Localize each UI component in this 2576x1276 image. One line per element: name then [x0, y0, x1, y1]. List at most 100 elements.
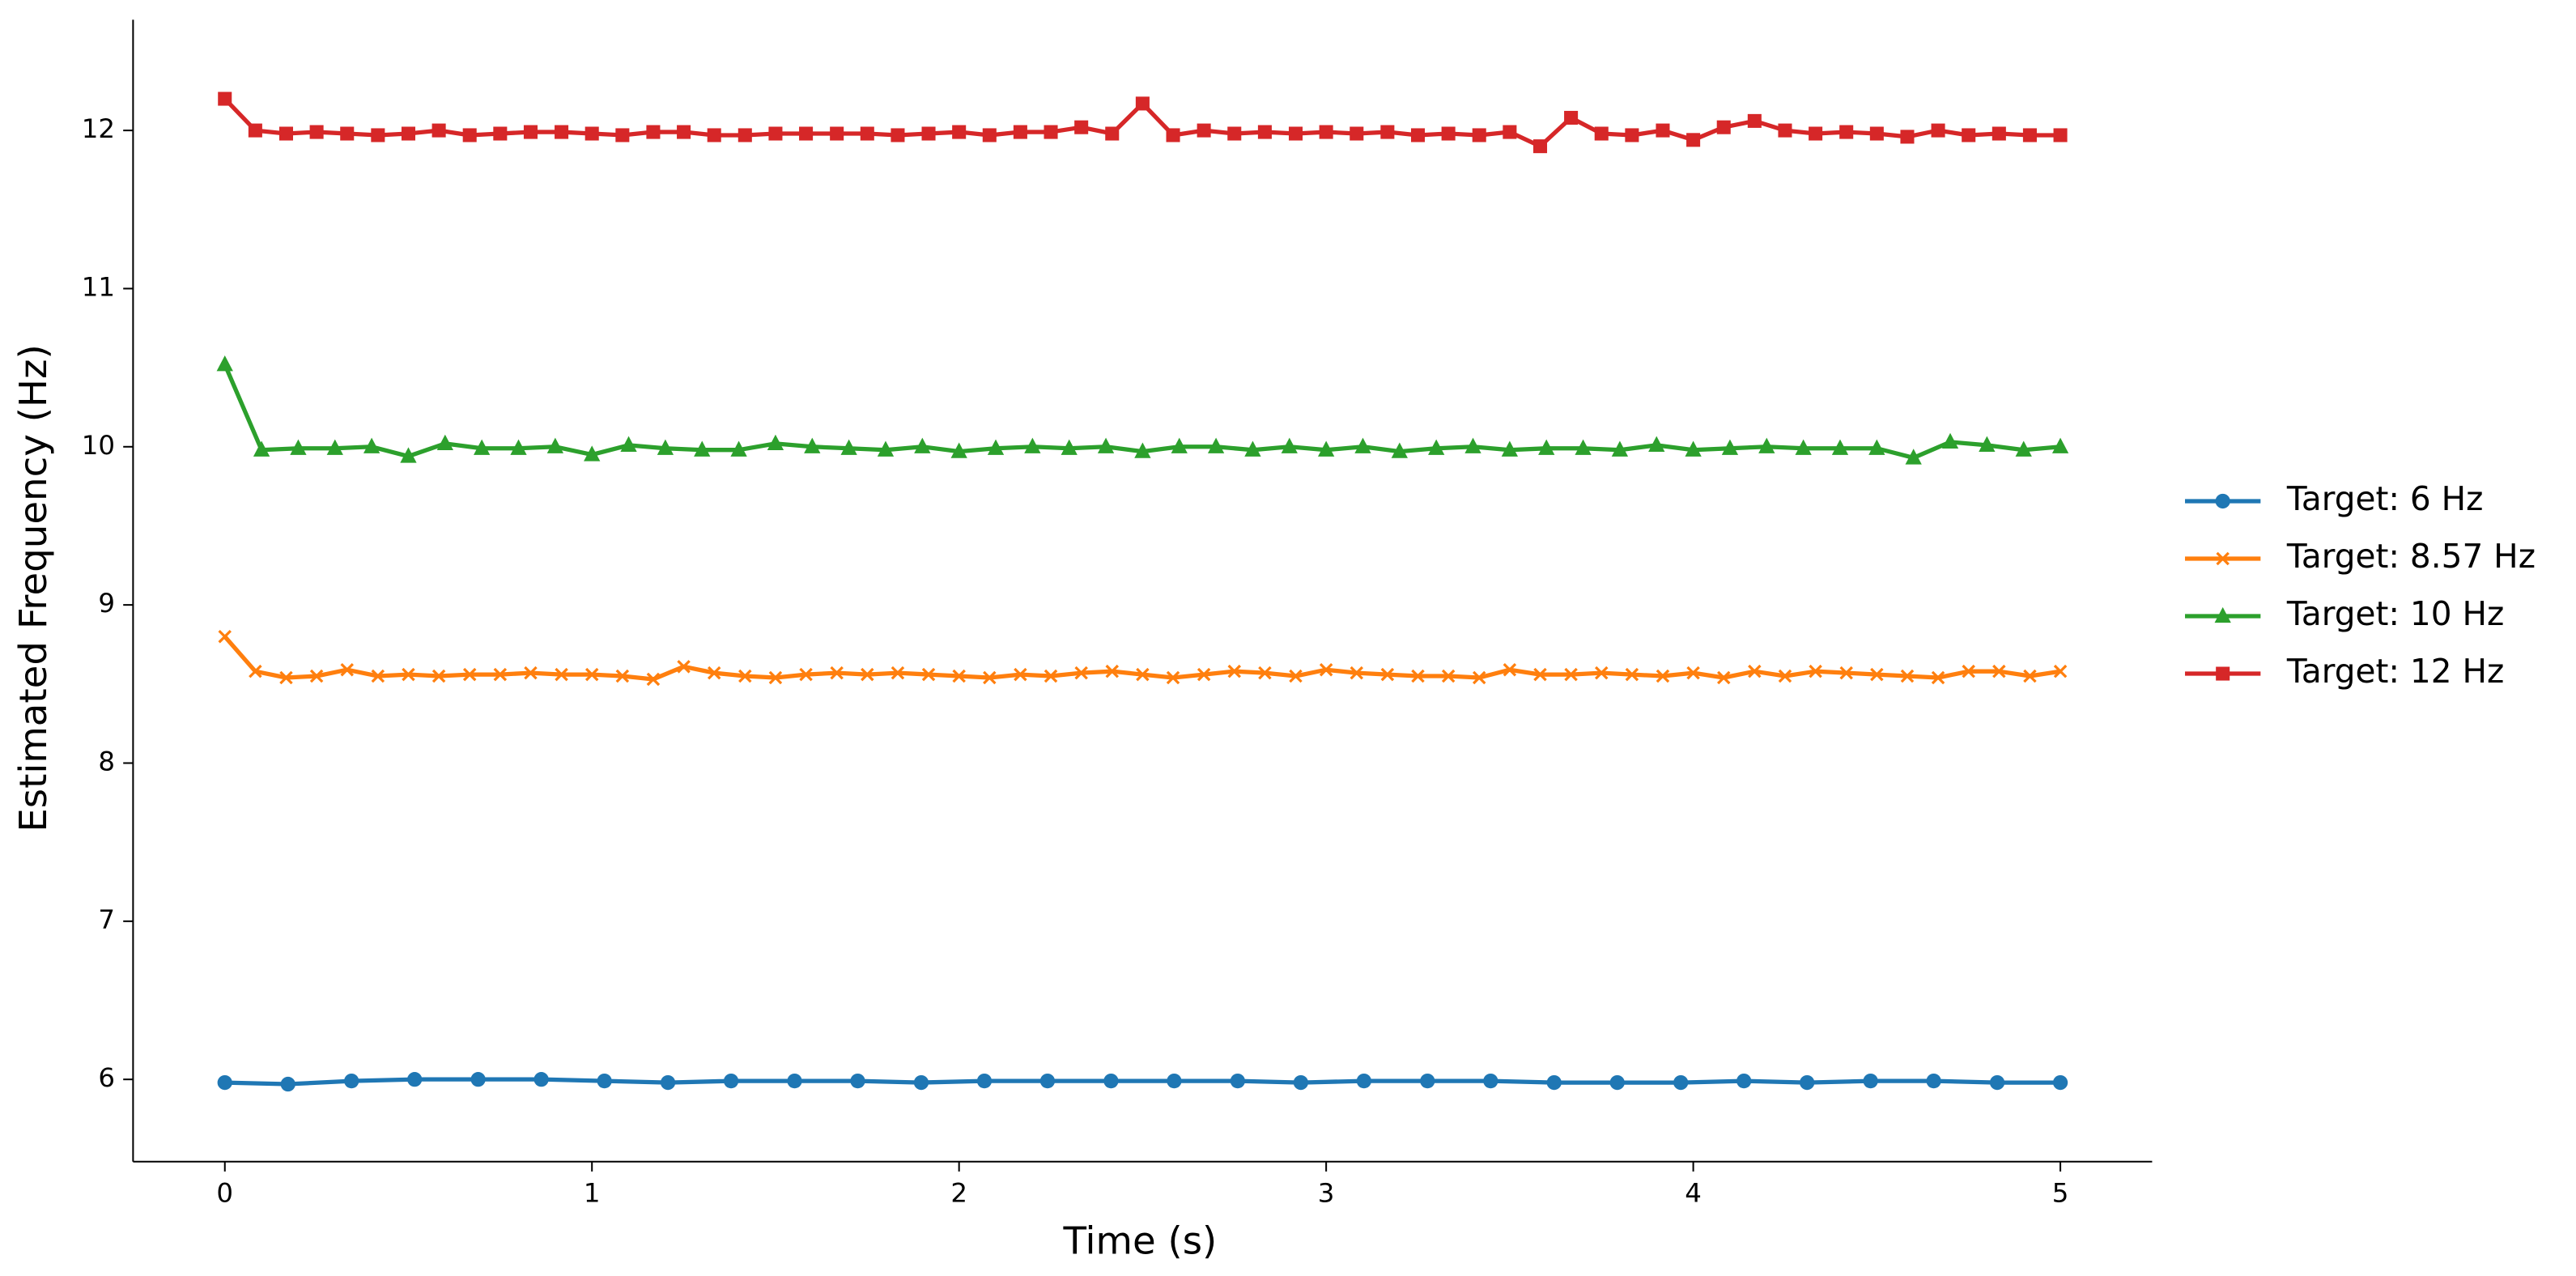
data-point: [1609, 1074, 1625, 1091]
x-tick-label: 0: [216, 1177, 233, 1208]
data-point: [1778, 669, 1792, 683]
data-point: [1171, 437, 1188, 453]
data-point: [1167, 1073, 1182, 1089]
data-point: [891, 128, 905, 142]
data-point: [2015, 440, 2032, 457]
data-point: [1420, 1073, 1435, 1089]
data-point: [309, 125, 324, 139]
x-tick-label: 1: [584, 1177, 601, 1208]
data-point: [620, 436, 637, 452]
data-point: [1905, 449, 1922, 465]
data-point: [1074, 120, 1089, 134]
y-tick-label: 12: [82, 113, 115, 144]
data-point: [597, 1073, 612, 1089]
data-point: [787, 1073, 802, 1089]
data-point: [1135, 96, 1150, 111]
data-point: [436, 434, 453, 451]
data-point: [1501, 440, 1519, 457]
legend-marker: [2215, 493, 2230, 509]
y-tick-label: 10: [82, 430, 115, 461]
data-point: [1839, 125, 1854, 139]
x-tick-label: 4: [1685, 1177, 1702, 1208]
data-point: [723, 1073, 739, 1089]
data-point: [914, 437, 931, 453]
data-point: [253, 440, 270, 457]
data-point: [1575, 439, 1592, 455]
legend-marker: [2214, 606, 2231, 623]
data-point: [1293, 1074, 1308, 1091]
data-point: [470, 1072, 486, 1087]
data-point: [1472, 670, 1486, 685]
data-point: [407, 1072, 423, 1087]
data-point: [950, 442, 967, 458]
data-point: [524, 666, 538, 680]
data-point: [738, 669, 752, 683]
legend-marker: [2216, 551, 2230, 566]
data-point: [1428, 439, 1445, 455]
data-point: [1778, 123, 1792, 138]
y-tick-label: 7: [98, 904, 115, 935]
data-point: [799, 667, 813, 682]
data-point: [401, 126, 415, 141]
data-point: [987, 439, 1005, 455]
data-point: [1354, 437, 1371, 453]
legend-label: Target: 12 Hz: [2286, 652, 2504, 691]
data-point: [913, 1074, 929, 1091]
data-point: [1721, 439, 1739, 455]
data-point: [1716, 670, 1731, 685]
x-tick-label: 5: [2052, 1177, 2069, 1208]
data-point: [1736, 1073, 1752, 1089]
data-point: [1673, 1074, 1689, 1091]
data-point: [218, 91, 232, 106]
data-point: [1839, 666, 1853, 680]
data-point: [533, 1072, 549, 1087]
data-point: [1258, 666, 1272, 680]
legend: Target: 6 Hz Target: 8.57 Hz Target: 10 Hz…: [2185, 479, 2536, 691]
data-point: [248, 123, 262, 138]
data-point: [1197, 123, 1211, 138]
y-tick-label: 6: [98, 1062, 115, 1093]
data-point: [2022, 128, 2037, 142]
data-point: [1503, 662, 1517, 677]
data-point: [344, 1073, 359, 1089]
data-point: [1044, 125, 1058, 139]
data-point: [309, 669, 324, 683]
legend-label: Target: 8.57 Hz: [2286, 537, 2536, 576]
data-point: [615, 128, 630, 142]
data-point: [1244, 440, 1261, 457]
data-point: [1441, 126, 1456, 141]
data-point: [799, 126, 814, 141]
data-point: [279, 670, 293, 685]
data-point: [921, 126, 936, 141]
data-point: [1197, 667, 1211, 682]
y-axis-label: Estimated Frequency (Hz): [12, 344, 56, 832]
data-point: [216, 355, 233, 372]
legend-label: Target: 10 Hz: [2286, 594, 2504, 633]
y-tick-label: 8: [98, 746, 115, 776]
data-point: [2023, 669, 2037, 683]
data-point: [1869, 126, 1884, 141]
data-point: [1257, 125, 1272, 139]
data-point: [523, 125, 538, 139]
data-point: [1594, 666, 1609, 680]
data-point: [768, 126, 783, 141]
data-point: [1533, 667, 1547, 682]
data-point: [850, 1073, 865, 1089]
data-point: [1411, 669, 1425, 683]
data-point: [1900, 669, 1915, 683]
data-point: [707, 666, 721, 680]
data-point: [218, 629, 232, 644]
data-point: [546, 437, 564, 453]
data-point: [1097, 437, 1115, 453]
data-point: [1013, 125, 1027, 139]
data-point: [584, 667, 599, 682]
data-point: [1380, 667, 1395, 682]
data-point: [738, 128, 752, 142]
data-point: [493, 667, 508, 682]
data-point: [462, 667, 477, 682]
data-point: [1831, 439, 1849, 455]
data-point: [1350, 126, 1364, 141]
data-point: [2053, 664, 2068, 678]
